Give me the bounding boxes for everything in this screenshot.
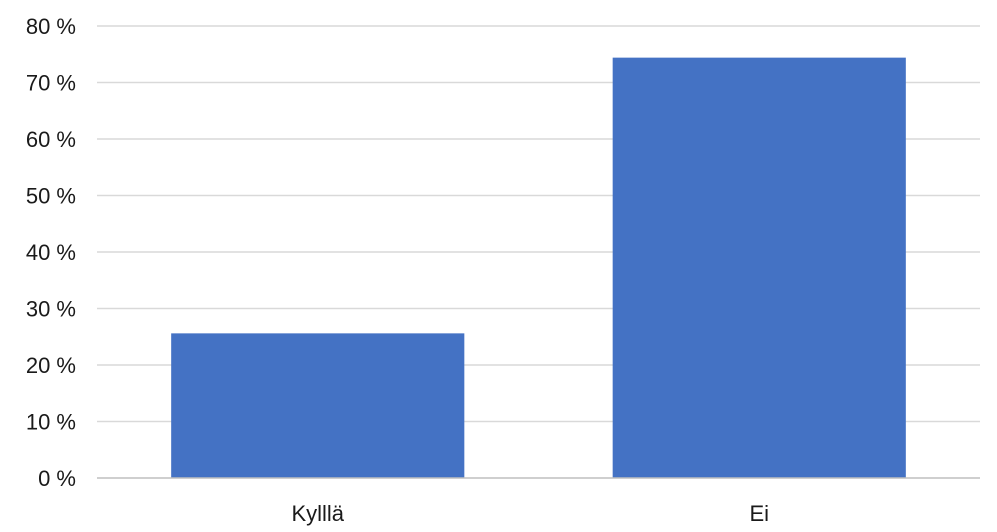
- y-tick-label: 50 %: [26, 184, 76, 209]
- x-axis-category-labels: Kylllä Ei: [291, 501, 769, 526]
- y-tick-label: 40 %: [26, 240, 76, 265]
- y-tick-label: 20 %: [26, 353, 76, 378]
- bar: [612, 57, 906, 478]
- y-tick-label: 80 %: [26, 14, 76, 39]
- y-tick-label: 30 %: [26, 297, 76, 322]
- y-tick-label: 70 %: [26, 71, 76, 96]
- x-category-label: Kylllä: [291, 501, 344, 526]
- y-axis-tick-labels: 0 % 10 % 20 % 30 % 40 % 50 % 60 % 70 % 80 %: [26, 14, 76, 491]
- bar: [171, 333, 465, 478]
- x-category-label: Ei: [749, 501, 769, 526]
- y-tick-label: 10 %: [26, 410, 76, 435]
- y-tick-label: 60 %: [26, 127, 76, 152]
- y-tick-label: 0 %: [38, 466, 76, 491]
- bars: [171, 57, 906, 478]
